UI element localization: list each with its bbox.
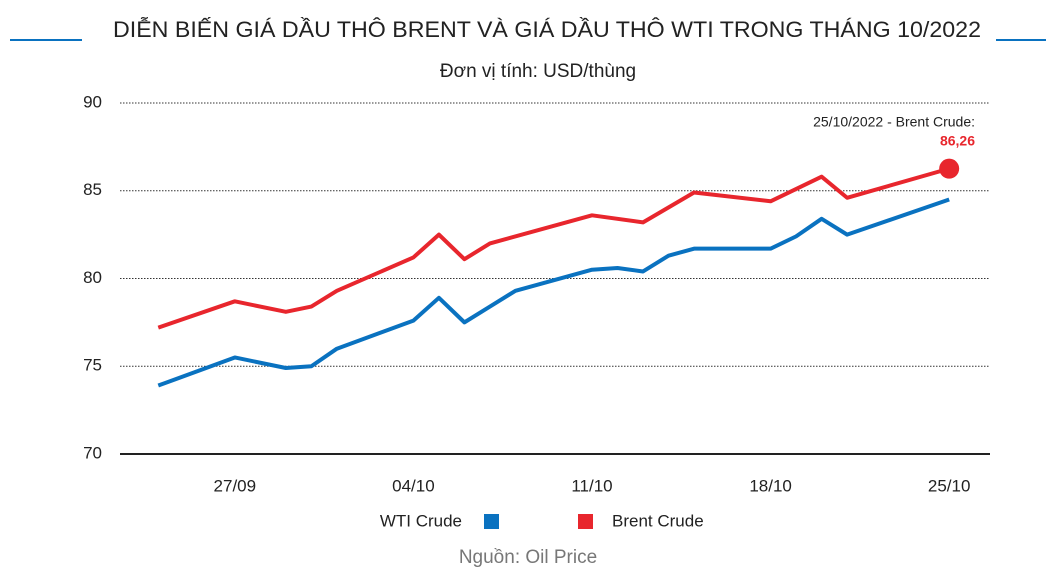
y-tick-label: 85	[83, 180, 102, 199]
chart-title: DIỄN BIẾN GIÁ DẦU THÔ BRENT VÀ GIÁ DẦU T…	[113, 16, 981, 42]
x-tick-label: 04/10	[392, 476, 435, 495]
x-tick-label: 27/09	[214, 476, 257, 495]
legend-swatch	[578, 514, 593, 529]
chart-subtitle: Đơn vị tính: USD/thùng	[440, 61, 636, 82]
y-tick-label: 80	[83, 268, 102, 287]
x-tick-label: 25/10	[928, 476, 971, 495]
annotation-text: 25/10/2022 - Brent Crude:	[813, 114, 975, 130]
legend-swatch	[484, 514, 499, 529]
legend-label: WTI Crude	[380, 511, 462, 530]
x-tick-label: 18/10	[749, 476, 792, 495]
legend-label: Brent Crude	[612, 511, 704, 530]
source: Nguồn: Oil Price	[459, 547, 597, 568]
x-tick-label: 11/10	[571, 476, 612, 495]
line	[157, 166, 950, 330]
y-tick-label: 90	[83, 92, 102, 111]
y-tick-label: 75	[83, 356, 102, 375]
annotation-label: 86,26	[940, 133, 975, 149]
y-tick-label: 70	[83, 443, 102, 462]
line	[157, 197, 950, 388]
highlight-dot	[939, 158, 960, 179]
